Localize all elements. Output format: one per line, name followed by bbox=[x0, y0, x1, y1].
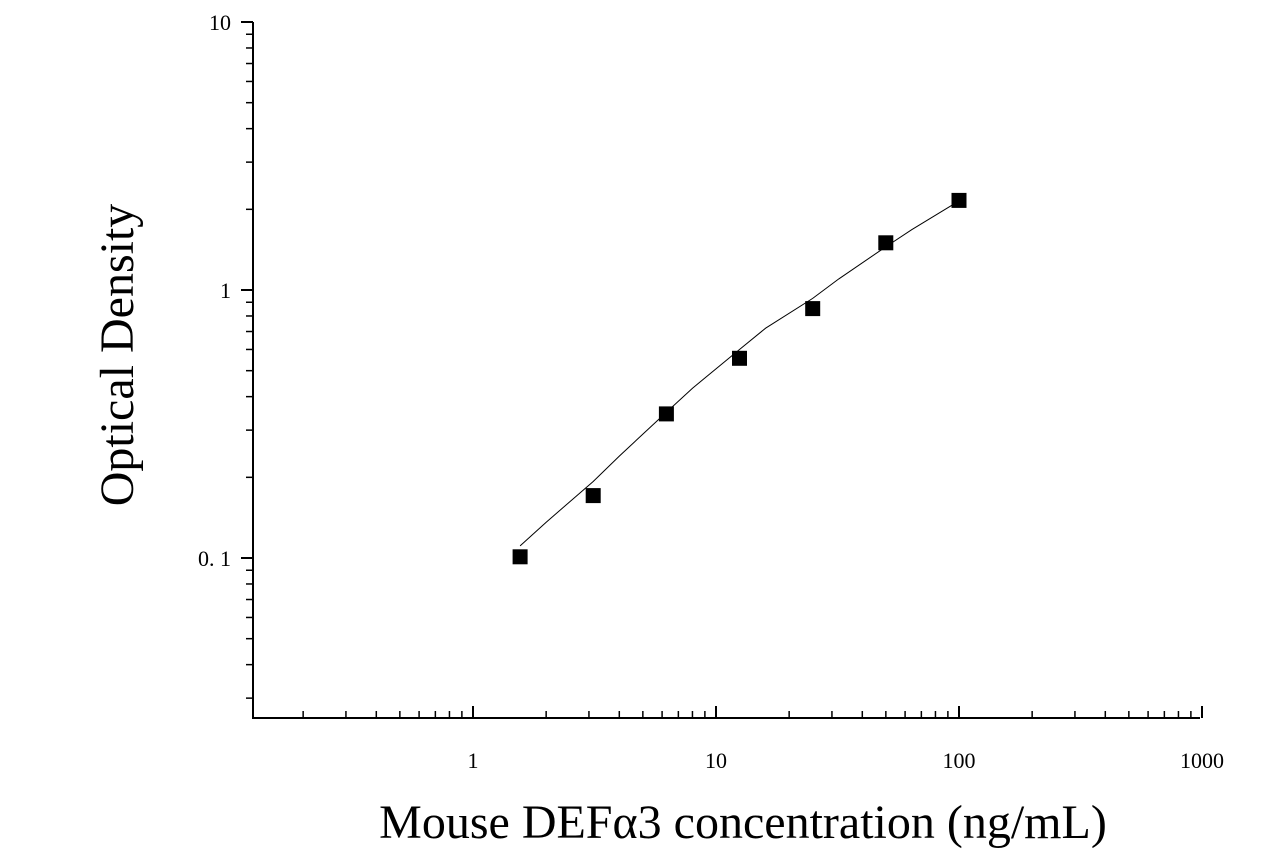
data-point bbox=[951, 192, 967, 208]
axes bbox=[252, 22, 1200, 719]
x-tick-label: 1000 bbox=[1180, 748, 1224, 773]
y-tick-label: 10 bbox=[209, 10, 231, 35]
data-point bbox=[878, 235, 894, 251]
x-axis-title: Mouse DEFα3 concentration (ng/mL) bbox=[379, 796, 1107, 849]
data-points bbox=[512, 192, 967, 565]
x-tick-label: 1 bbox=[468, 748, 479, 773]
data-point bbox=[732, 350, 747, 366]
data-point bbox=[512, 549, 528, 565]
x-tick-label: 100 bbox=[943, 748, 976, 773]
y-tick-label: 1 bbox=[220, 278, 231, 303]
y-axis-title: Optical Density bbox=[91, 204, 144, 507]
data-point bbox=[805, 301, 821, 317]
ticks: 1 10 100 1000 0. 1 1 10 bbox=[198, 10, 1224, 773]
x-tick-label: 10 bbox=[705, 748, 727, 773]
y-tick-label: 0. 1 bbox=[198, 546, 231, 571]
data-point bbox=[658, 406, 674, 422]
data-point bbox=[585, 488, 601, 504]
